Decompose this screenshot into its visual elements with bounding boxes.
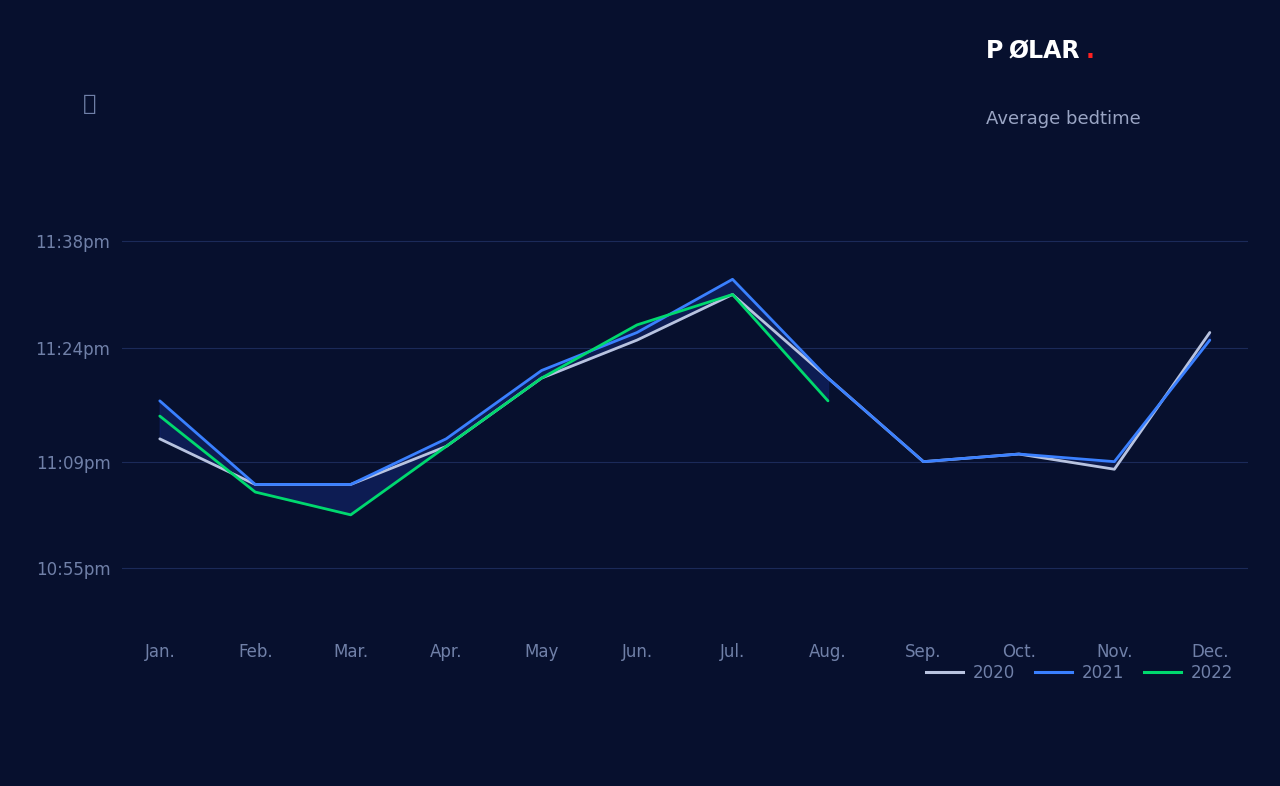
Text: ØLAR: ØLAR — [1009, 39, 1080, 64]
Text: ⏰: ⏰ — [83, 94, 96, 114]
Text: Average bedtime: Average bedtime — [986, 110, 1140, 128]
Text: .: . — [1085, 39, 1094, 64]
Legend: 2020, 2021, 2022: 2020, 2021, 2022 — [919, 658, 1239, 689]
Text: P: P — [986, 39, 1004, 64]
